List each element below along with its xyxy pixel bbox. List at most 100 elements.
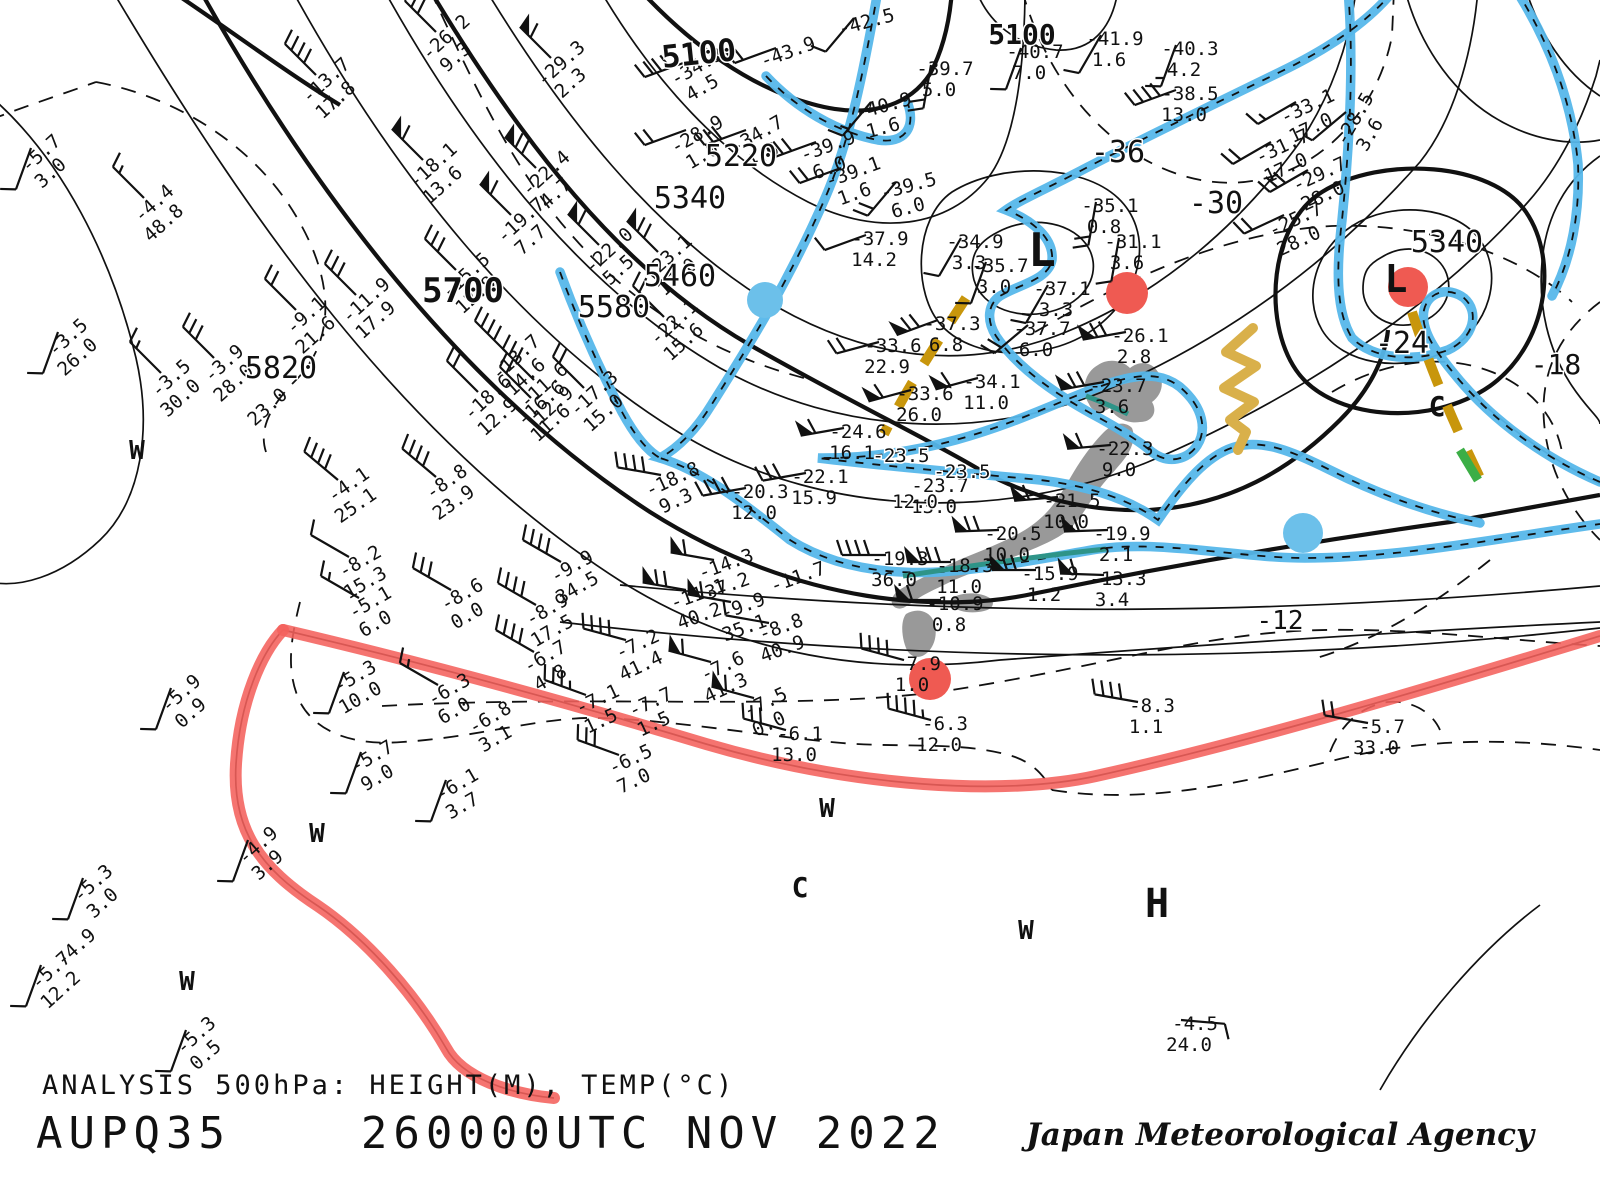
height-contour-label: 5580 [578, 290, 650, 325]
station-dewpoint-depression: 2.8 [1117, 346, 1151, 368]
station-temp: -35.7 [971, 255, 1028, 277]
station-plot: -31.13.6 [1104, 231, 1161, 274]
station-dewpoint-depression: 36.0 [871, 569, 917, 591]
station-dewpoint-depression: 1.1 [1129, 716, 1163, 738]
station-plot: -6.312.0 [916, 713, 968, 756]
wind-barb [1304, 111, 1347, 142]
wind-barb [633, 54, 687, 79]
station-plot: -35.10.8 [1081, 195, 1138, 238]
wind-barb-pennant [1057, 557, 1074, 574]
wind-barb-pennant [904, 546, 920, 562]
agency-credit: Japan Meteorological Agency [1026, 1117, 1534, 1153]
wind-barb [52, 877, 85, 921]
station-temp: -10.9 [926, 593, 983, 615]
station-plot: -6.57.0 [605, 740, 656, 798]
wind-barb-pennant [626, 207, 637, 231]
station-plot: -38.513.0 [1161, 83, 1218, 126]
wind-barb [496, 567, 537, 606]
wind-barb [401, 433, 437, 478]
station-plot: -22.115.6 [645, 295, 708, 365]
wind-barb [1082, 321, 1127, 341]
wind-barb [1010, 284, 1049, 325]
wind-barb [309, 519, 350, 558]
station-dewpoint-depression: 12.0 [916, 734, 962, 756]
low-center-dots [747, 267, 1428, 700]
station-dewpoint-depression: 5.0 [922, 79, 956, 101]
wind-barb [1063, 34, 1102, 75]
station-plot: -40.77.0 [1006, 41, 1063, 84]
wind-barb [614, 451, 662, 477]
wind-barb [498, 352, 532, 399]
station-temp: -15.9 [1021, 563, 1078, 585]
wind-barb [140, 687, 173, 731]
station-plot: -9.934.5 [547, 546, 603, 609]
wind-barb-pennant [1009, 485, 1028, 501]
wind-barb-pennant [1060, 515, 1078, 532]
station-plot: -40.34.2 [1161, 38, 1218, 81]
wind-barb-pennant [391, 115, 402, 139]
wind-barb [626, 216, 659, 253]
station-plot: -10.90.8 [926, 593, 983, 636]
wind-barb-pennant [519, 13, 530, 37]
jet-axis-dashes [559, 0, 1600, 574]
wind-barb [494, 614, 535, 653]
red-center-dot [1106, 272, 1148, 314]
cold-marker: C [1429, 390, 1446, 423]
wind-barb [741, 702, 787, 732]
wind-barb-pennant [567, 200, 578, 224]
wind-barb [323, 249, 357, 296]
wind-barb [473, 306, 507, 353]
station-plot: -34.93.3 [946, 231, 1003, 274]
wind-barb [501, 334, 535, 381]
wind-barb [313, 671, 346, 715]
station-plot: -7.91.0 [895, 653, 941, 696]
station-temp: -26.1 [1111, 325, 1168, 347]
station-dewpoint-depression: 6.0 [1019, 339, 1053, 361]
station-temp: -35.1 [1081, 195, 1138, 217]
wind-barb [694, 476, 747, 497]
wind-barb [411, 552, 452, 591]
station-temp: -23.7 [1089, 375, 1146, 397]
wind-barb [521, 524, 562, 563]
station-dewpoint-depression: 11.0 [963, 392, 1009, 414]
station-temp: -6.3 [922, 713, 968, 735]
height-contour-label: 5460 [644, 259, 716, 294]
contour-labels: 5100 51005220534054605580570058205340-36-… [243, 17, 1582, 638]
wind-barb [423, 224, 457, 271]
wind-barb-pennant [928, 374, 949, 390]
wind-barb [283, 29, 317, 76]
ochre-trough-dashes [879, 295, 1485, 481]
height-contour-label: 5100 [988, 18, 1055, 51]
wind-barb [955, 261, 988, 305]
station-temp: -38.5 [1161, 83, 1218, 105]
wind-barb [754, 463, 807, 482]
station-plot: -37.13.3 [1033, 278, 1090, 321]
station-dewpoint-depression: 3.3 [1039, 299, 1073, 321]
pressure-markers: L L H C C W W W W W [129, 223, 1445, 997]
wind-barb [1072, 201, 1098, 249]
station-plot: -6.13.7 [432, 764, 483, 824]
wind-barb [1014, 484, 1059, 502]
wind-barb [1257, 169, 1309, 193]
low-marker: L [1385, 257, 1408, 301]
wind-barb [859, 632, 905, 662]
red-center-dot [909, 658, 951, 700]
wind-barb [1245, 101, 1297, 125]
station-plot: -8.60.0 [437, 574, 488, 634]
station-dewpoint-depression: 1.2 [1027, 584, 1061, 606]
wind-barb [303, 436, 339, 481]
station-temp: -19.3 [871, 548, 928, 570]
wind-barb [788, 166, 842, 185]
wind-barb [263, 264, 297, 311]
wind-barb [217, 839, 250, 883]
wind-barb [827, 101, 872, 137]
station-dewpoint-depression: 6.8 [929, 334, 963, 356]
wind-barb [800, 418, 845, 437]
station-plot: -11.7 [767, 557, 828, 597]
wind-barb [826, 337, 880, 355]
wind-barb [1232, 214, 1285, 235]
station-plot: -5.712.2 [27, 947, 85, 1014]
station-plot: -39.75.0 [916, 58, 973, 101]
wind-barb-pennant [989, 554, 1005, 570]
station-plot: -28.53.6 [1331, 89, 1388, 155]
